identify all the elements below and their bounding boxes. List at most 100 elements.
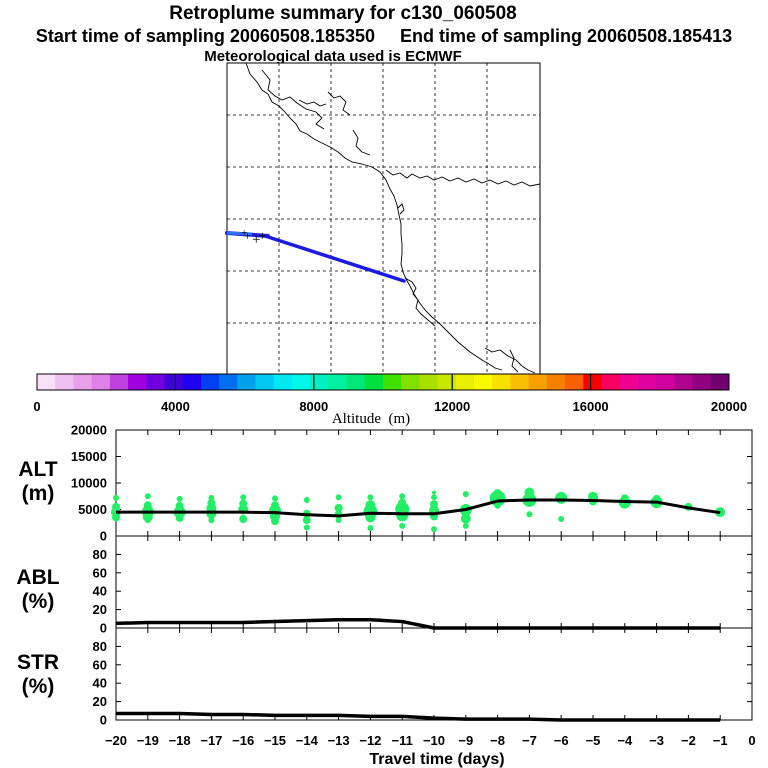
- y-tick-label: 20: [93, 602, 107, 617]
- alt-panel: 0 5000 10000 15000 20000: [71, 423, 753, 544]
- y-tick-label: 60: [93, 657, 107, 672]
- x-tick-label: −7: [522, 733, 537, 748]
- alt-point: [208, 494, 215, 501]
- abl-label-line2: (%): [22, 590, 55, 613]
- colorbar-tick-label: 8000: [299, 399, 328, 414]
- alt-point: [365, 512, 376, 523]
- x-tick-label: −4: [617, 733, 633, 748]
- colorbar-frame: [36, 373, 730, 391]
- y-tick-label: 40: [93, 584, 107, 599]
- alt-point: [271, 517, 279, 526]
- colorbar-swatch: [383, 374, 402, 390]
- x-tick-label: −10: [423, 733, 445, 748]
- str-line: [116, 711, 721, 722]
- y-tick-label: 0: [100, 529, 107, 544]
- met-subtitle: Meteorological data used is ECMWF: [204, 48, 462, 65]
- alt-point: [526, 511, 533, 518]
- trajectory-early-segment: [226, 231, 253, 236]
- map-frame: [226, 62, 541, 375]
- colorbar-swatch: [637, 374, 657, 390]
- x-tick-label: −16: [232, 733, 254, 748]
- day-marker-4: +: [241, 227, 247, 239]
- colorbar-swatch: [73, 374, 93, 390]
- x-tick-label: −19: [137, 733, 159, 748]
- sampling-subtitle: Start time of sampling 20060508.185350 E…: [36, 26, 732, 46]
- alt-point: [494, 502, 501, 509]
- colorbar-swatch: [146, 374, 165, 390]
- colorbar-tick-label: 12000: [434, 399, 470, 414]
- y-tick-label: 0: [100, 713, 107, 728]
- colorbar-swatch: [455, 374, 475, 390]
- colorbar-swatch: [401, 374, 420, 390]
- colorbar-swatch: [546, 374, 566, 390]
- colorbar-swatch: [656, 374, 675, 390]
- alt-point: [367, 494, 374, 501]
- alt-point: [431, 526, 437, 533]
- y-tick-label: 80: [93, 547, 107, 562]
- colorbar-swatch: [437, 374, 457, 390]
- str-panel: 0 20 40 60 80: [93, 627, 753, 728]
- alt-point: [272, 495, 278, 502]
- x-tick-label: −11: [392, 733, 413, 748]
- alt-point: [399, 522, 406, 529]
- alt-point: [335, 517, 342, 524]
- colorbar-swatch: [273, 374, 293, 390]
- str-label-line1: STR: [17, 651, 59, 674]
- x-axis-label: Travel time (days): [369, 751, 504, 768]
- trajectory-line: [260, 233, 406, 283]
- colorbar-swatch: [510, 374, 530, 390]
- y-tick-label: 80: [93, 639, 107, 654]
- colorbar-swatch: [619, 374, 639, 390]
- alt-mean-line: [116, 498, 721, 518]
- alt-point: [240, 494, 247, 501]
- colorbar-swatch: [128, 374, 147, 390]
- alt-point: [176, 495, 183, 502]
- y-tick-label: 40: [93, 676, 107, 691]
- colorbar-tick-label: 16000: [573, 399, 609, 414]
- str-frame: [115, 627, 753, 721]
- x-tick-label: −14: [296, 733, 319, 748]
- day-marker-2: +: [252, 232, 260, 248]
- alt-point: [558, 516, 565, 523]
- abl-panel: 0 20 40 60 80: [93, 535, 753, 636]
- y-tick-label: 10000: [71, 476, 107, 491]
- colorbar-tick-label: 0: [33, 399, 40, 414]
- colorbar-swatch: [310, 374, 329, 390]
- colorbar-swatch: [109, 374, 129, 390]
- colorbar-swatch: [601, 374, 621, 390]
- colorbar-swatch: [583, 374, 602, 390]
- colorbar-swatch: [692, 374, 712, 390]
- colorbar-swatch: [565, 374, 584, 390]
- colorbar-swatch: [37, 374, 56, 390]
- x-tick-label: −12: [359, 733, 381, 748]
- colorbar-swatch: [55, 374, 74, 390]
- alt-point: [303, 496, 310, 503]
- alt-point: [112, 513, 120, 522]
- colorbar-swatch: [364, 374, 384, 390]
- coastline: [245, 62, 541, 374]
- x-tick-label: −17: [200, 733, 222, 748]
- x-tick-label: −5: [586, 733, 601, 748]
- day-marker-3: +: [259, 228, 266, 243]
- x-tick-label: −6: [554, 733, 569, 748]
- x-tick-label: −13: [328, 733, 350, 748]
- alt-point: [175, 513, 184, 522]
- colorbar-swatch: [182, 374, 202, 390]
- colorbar-swatch: [528, 374, 548, 390]
- alt-point: [396, 509, 409, 522]
- alt-point: [144, 517, 151, 524]
- main-title: Retroplume summary for c130_060508: [169, 3, 516, 24]
- x-tick-label: −9: [458, 733, 473, 748]
- colorbar-tick-label: 4000: [161, 399, 190, 414]
- trajectory-day-markers: + + + +: [241, 227, 266, 248]
- alt-point: [399, 493, 406, 500]
- colorbar-swatch: [237, 374, 256, 390]
- abl-label-line1: ABL: [16, 566, 59, 589]
- alt-point: [302, 516, 311, 525]
- colorbar-swatch: [200, 374, 220, 390]
- alt-point: [462, 491, 469, 498]
- x-tick-label: −8: [490, 733, 505, 748]
- y-tick-label: 5000: [78, 502, 107, 517]
- colorbar-swatch: [346, 374, 366, 390]
- alt-label-line2: (m): [22, 482, 55, 505]
